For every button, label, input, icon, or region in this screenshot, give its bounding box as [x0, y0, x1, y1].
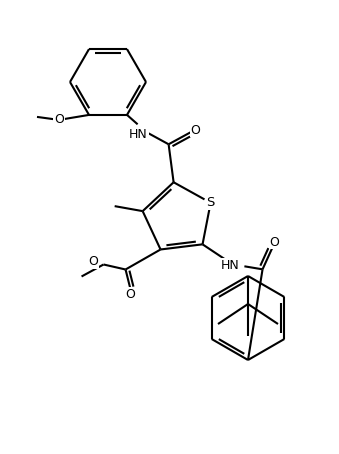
- Text: O: O: [270, 236, 279, 249]
- Text: O: O: [54, 114, 64, 126]
- Text: O: O: [126, 288, 136, 301]
- Text: O: O: [89, 255, 99, 268]
- Text: HN: HN: [221, 259, 240, 272]
- Text: S: S: [206, 196, 215, 209]
- Text: O: O: [191, 124, 201, 137]
- Text: HN: HN: [129, 128, 148, 141]
